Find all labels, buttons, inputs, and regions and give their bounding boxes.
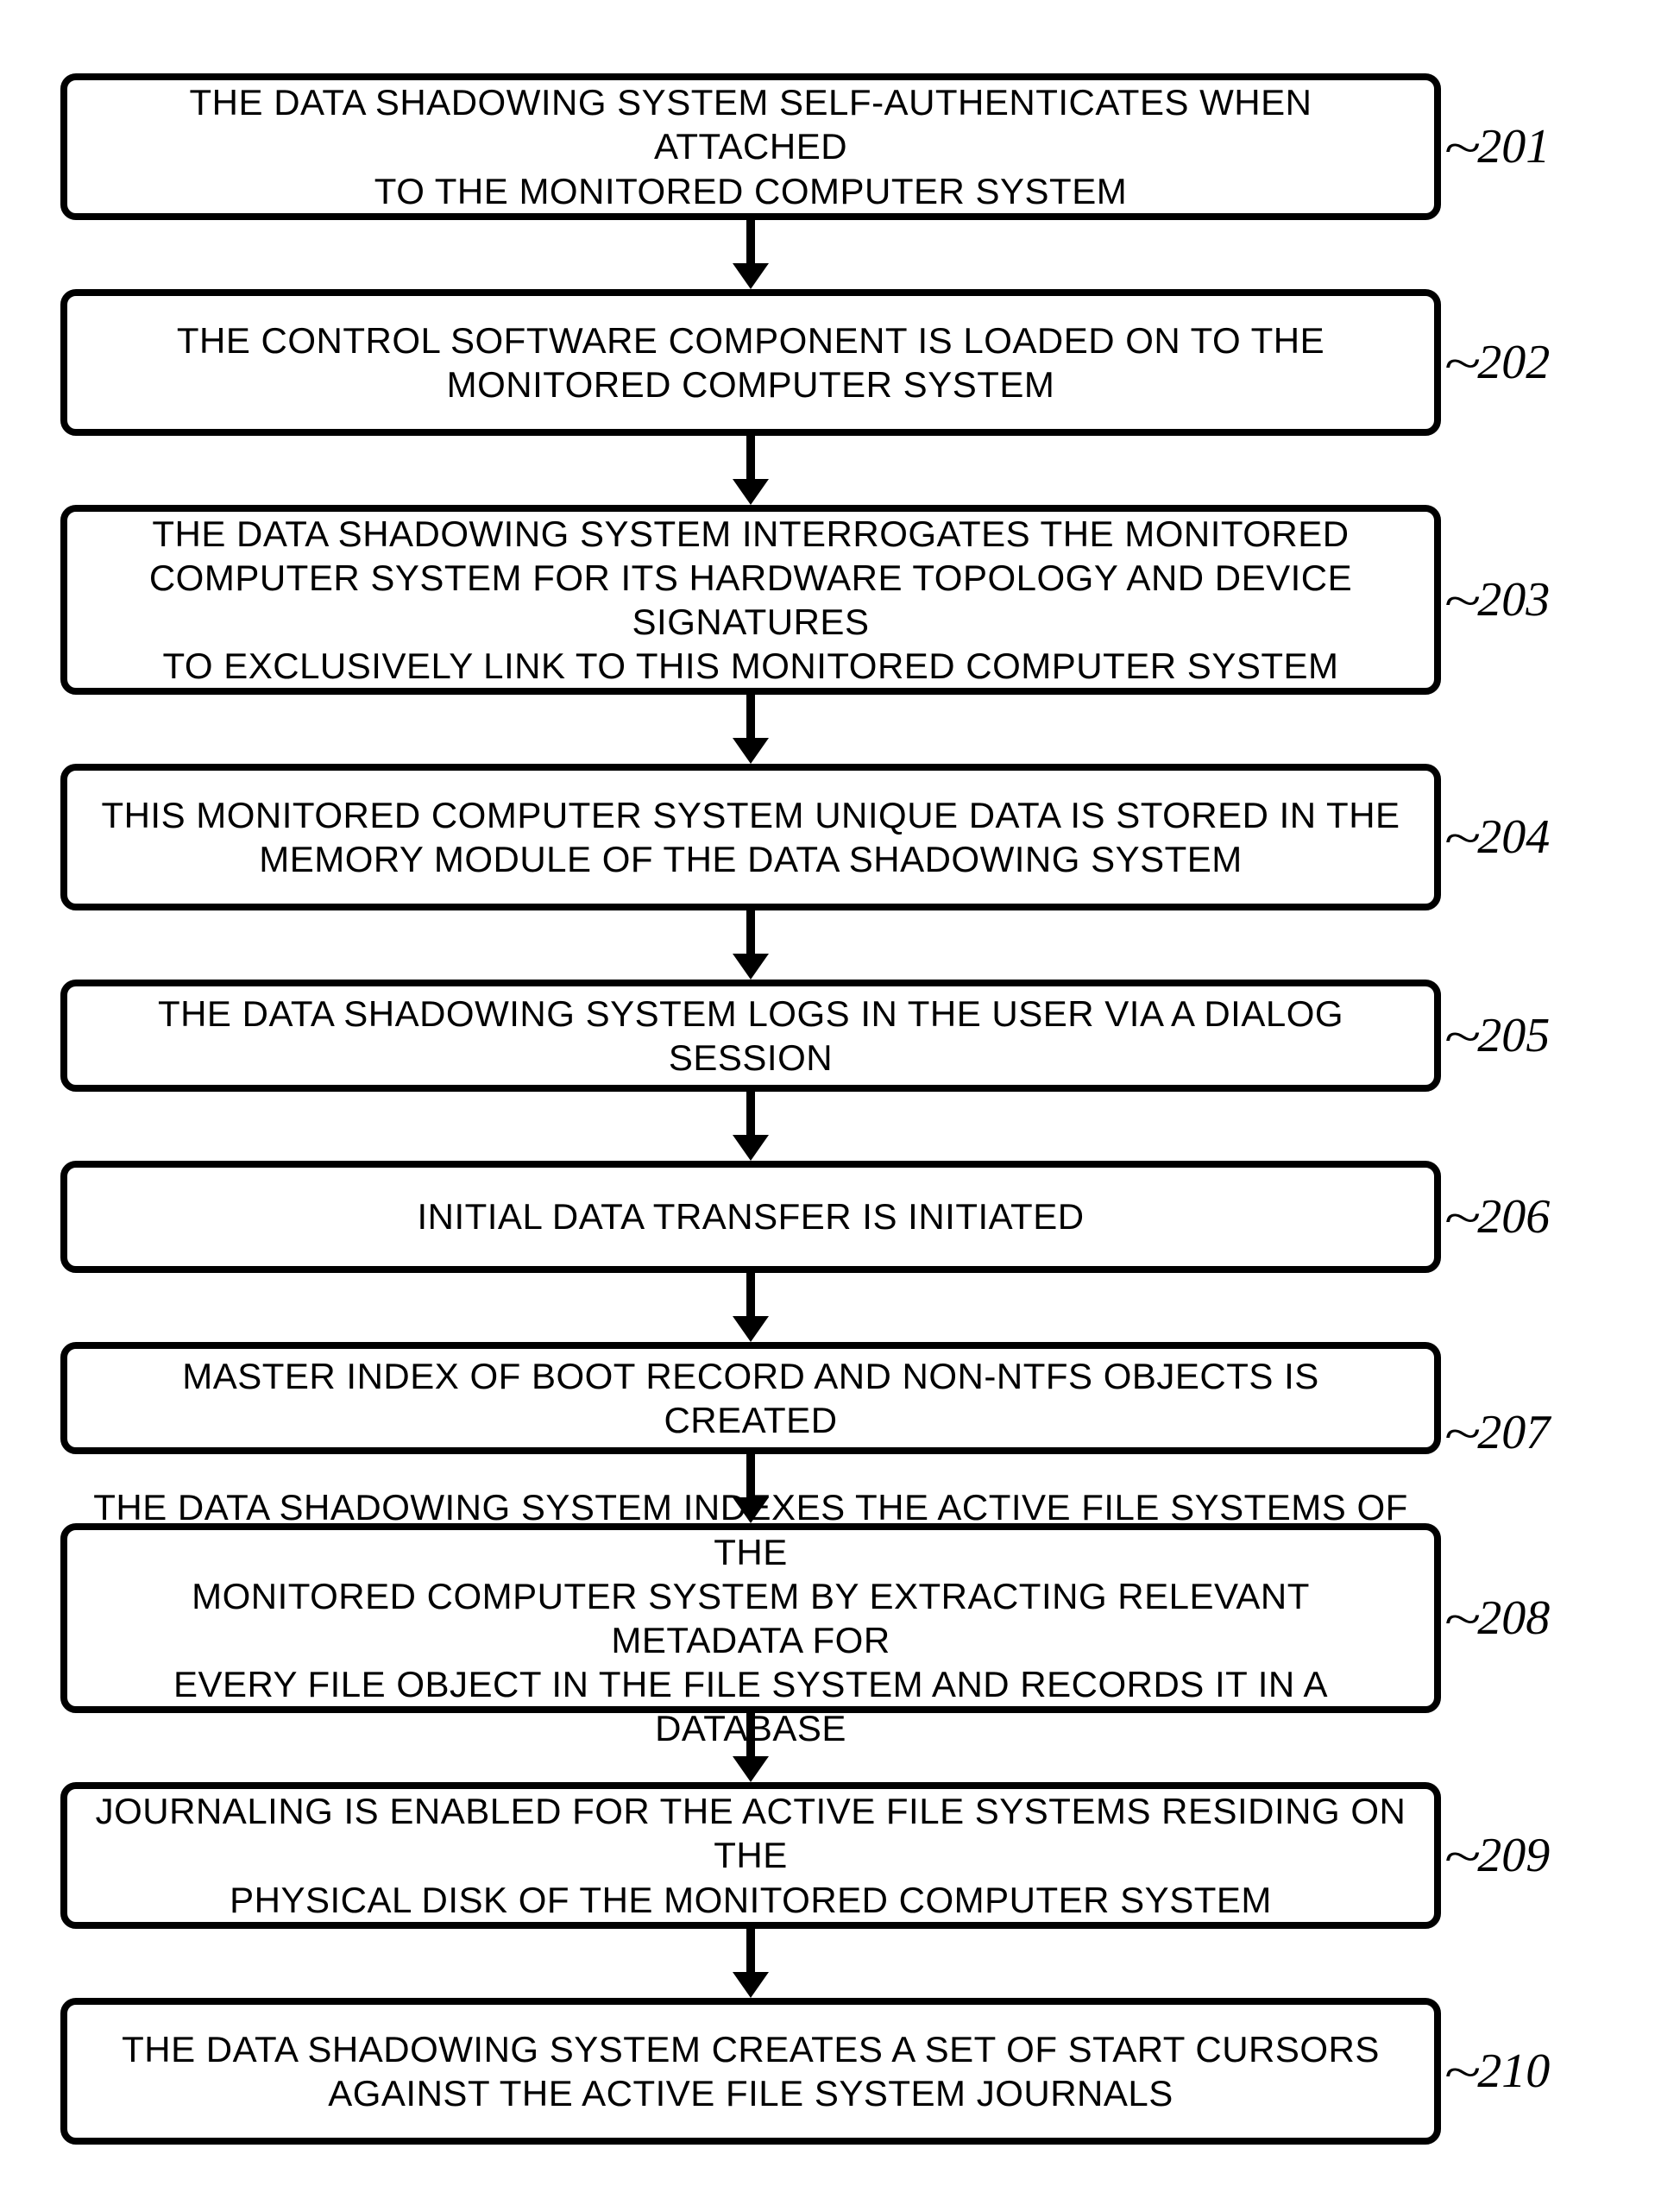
step-box-209: JOURNALING IS ENABLED FOR THE ACTIVE FIL… bbox=[60, 1782, 1441, 1929]
step-label: ~209 bbox=[1450, 1828, 1550, 1883]
step-number: 209 bbox=[1477, 1829, 1550, 1882]
step-box-207: MASTER INDEX OF BOOT RECORD AND NON-NTFS… bbox=[60, 1342, 1441, 1454]
arrow-row bbox=[60, 910, 1620, 980]
step-number: 204 bbox=[1477, 810, 1550, 864]
tilde-icon: ~ bbox=[1444, 1592, 1481, 1647]
step-number: 201 bbox=[1477, 120, 1550, 173]
flow-row: THE DATA SHADOWING SYSTEM SELF-AUTHENTIC… bbox=[60, 73, 1620, 220]
arrow-row bbox=[60, 1092, 1620, 1161]
step-box-210: THE DATA SHADOWING SYSTEM CREATES A SET … bbox=[60, 1998, 1441, 2145]
tilde-icon: ~ bbox=[1444, 574, 1481, 629]
arrow-cell bbox=[60, 1092, 1441, 1161]
step-label: ~204 bbox=[1450, 810, 1550, 865]
step-label-col: ~206 bbox=[1441, 1161, 1620, 1273]
step-number: 210 bbox=[1477, 2044, 1550, 2098]
step-text: THIS MONITORED COMPUTER SYSTEM UNIQUE DA… bbox=[101, 793, 1400, 881]
step-label: ~202 bbox=[1450, 335, 1550, 390]
tilde-icon: ~ bbox=[1444, 2045, 1481, 2101]
flow-row: THE DATA SHADOWING SYSTEM LOGS IN THE US… bbox=[60, 980, 1620, 1092]
arrow-down-icon bbox=[733, 910, 769, 980]
step-text: JOURNALING IS ENABLED FOR THE ACTIVE FIL… bbox=[93, 1789, 1408, 1922]
step-label-col: ~205 bbox=[1441, 980, 1620, 1092]
step-label-col: ~203 bbox=[1441, 505, 1620, 695]
flow-row: THE DATA SHADOWING SYSTEM INDEXES THE AC… bbox=[60, 1523, 1620, 1713]
step-label: ~201 bbox=[1450, 119, 1550, 174]
arrow-cell bbox=[60, 1273, 1441, 1342]
arrow-down-icon bbox=[733, 1713, 769, 1782]
step-box-205: THE DATA SHADOWING SYSTEM LOGS IN THE US… bbox=[60, 980, 1441, 1092]
page: THE DATA SHADOWING SYSTEM SELF-AUTHENTIC… bbox=[0, 0, 1680, 2205]
step-number: 202 bbox=[1477, 336, 1550, 389]
step-text: THE DATA SHADOWING SYSTEM INDEXES THE AC… bbox=[93, 1485, 1408, 1750]
flow-row: JOURNALING IS ENABLED FOR THE ACTIVE FIL… bbox=[60, 1782, 1620, 1929]
arrow-cell bbox=[60, 220, 1441, 289]
arrow-cell bbox=[60, 910, 1441, 980]
flow-row: THIS MONITORED COMPUTER SYSTEM UNIQUE DA… bbox=[60, 764, 1620, 910]
step-label-col: ~209 bbox=[1441, 1782, 1620, 1929]
step-label-col: ~204 bbox=[1441, 764, 1620, 910]
step-box-202: THE CONTROL SOFTWARE COMPONENT IS LOADED… bbox=[60, 289, 1441, 436]
step-label-col: ~201 bbox=[1441, 73, 1620, 220]
arrow-row bbox=[60, 1713, 1620, 1782]
arrow-cell bbox=[60, 695, 1441, 764]
step-text: THE CONTROL SOFTWARE COMPONENT IS LOADED… bbox=[177, 318, 1324, 406]
arrow-cell bbox=[60, 1713, 1441, 1782]
arrow-down-icon bbox=[733, 1092, 769, 1161]
arrow-cell bbox=[60, 436, 1441, 505]
step-number: 205 bbox=[1477, 1009, 1550, 1062]
step-number: 207 bbox=[1477, 1406, 1550, 1459]
step-text: THE DATA SHADOWING SYSTEM LOGS IN THE US… bbox=[93, 992, 1408, 1080]
arrow-down-icon bbox=[733, 220, 769, 289]
tilde-icon: ~ bbox=[1444, 121, 1481, 176]
flow-row: INITIAL DATA TRANSFER IS INITIATED ~206 bbox=[60, 1161, 1620, 1273]
arrow-down-icon bbox=[733, 436, 769, 505]
step-number: 206 bbox=[1477, 1190, 1550, 1244]
arrow-row bbox=[60, 1929, 1620, 1998]
step-label: ~207 bbox=[1450, 1405, 1550, 1460]
step-label: ~205 bbox=[1450, 1008, 1550, 1063]
flow-row: THE DATA SHADOWING SYSTEM CREATES A SET … bbox=[60, 1998, 1620, 2145]
step-label: ~210 bbox=[1450, 2044, 1550, 2099]
arrow-row bbox=[60, 220, 1620, 289]
tilde-icon: ~ bbox=[1444, 1407, 1481, 1462]
step-label: ~206 bbox=[1450, 1189, 1550, 1244]
step-label-col: ~208 bbox=[1441, 1523, 1620, 1713]
flowchart: THE DATA SHADOWING SYSTEM SELF-AUTHENTIC… bbox=[60, 73, 1620, 2145]
step-box-203: THE DATA SHADOWING SYSTEM INTERROGATES T… bbox=[60, 505, 1441, 695]
arrow-row bbox=[60, 695, 1620, 764]
flow-row: THE CONTROL SOFTWARE COMPONENT IS LOADED… bbox=[60, 289, 1620, 436]
tilde-icon: ~ bbox=[1444, 1191, 1481, 1246]
step-text: THE DATA SHADOWING SYSTEM CREATES A SET … bbox=[122, 2027, 1380, 2115]
step-label: ~203 bbox=[1450, 572, 1550, 627]
step-box-208: THE DATA SHADOWING SYSTEM INDEXES THE AC… bbox=[60, 1523, 1441, 1713]
arrow-row bbox=[60, 1273, 1620, 1342]
flow-row: THE DATA SHADOWING SYSTEM INTERROGATES T… bbox=[60, 505, 1620, 695]
step-text: MASTER INDEX OF BOOT RECORD AND NON-NTFS… bbox=[93, 1354, 1408, 1442]
arrow-down-icon bbox=[733, 1273, 769, 1342]
step-label-col: ~207 bbox=[1441, 1342, 1620, 1454]
step-text: THE DATA SHADOWING SYSTEM SELF-AUTHENTIC… bbox=[93, 80, 1408, 213]
arrow-down-icon bbox=[733, 695, 769, 764]
flow-row: MASTER INDEX OF BOOT RECORD AND NON-NTFS… bbox=[60, 1342, 1620, 1454]
step-box-206: INITIAL DATA TRANSFER IS INITIATED bbox=[60, 1161, 1441, 1273]
tilde-icon: ~ bbox=[1444, 811, 1481, 866]
tilde-icon: ~ bbox=[1444, 1010, 1481, 1065]
step-text: INITIAL DATA TRANSFER IS INITIATED bbox=[417, 1194, 1084, 1238]
step-label: ~208 bbox=[1450, 1591, 1550, 1646]
tilde-icon: ~ bbox=[1444, 337, 1481, 392]
step-box-204: THIS MONITORED COMPUTER SYSTEM UNIQUE DA… bbox=[60, 764, 1441, 910]
step-number: 203 bbox=[1477, 573, 1550, 627]
arrow-cell bbox=[60, 1929, 1441, 1998]
step-number: 208 bbox=[1477, 1591, 1550, 1645]
arrow-row bbox=[60, 436, 1620, 505]
step-box-201: THE DATA SHADOWING SYSTEM SELF-AUTHENTIC… bbox=[60, 73, 1441, 220]
tilde-icon: ~ bbox=[1444, 1830, 1481, 1885]
step-label-col: ~210 bbox=[1441, 1998, 1620, 2145]
step-text: THE DATA SHADOWING SYSTEM INTERROGATES T… bbox=[93, 512, 1408, 689]
arrow-down-icon bbox=[733, 1929, 769, 1998]
step-label-col: ~202 bbox=[1441, 289, 1620, 436]
